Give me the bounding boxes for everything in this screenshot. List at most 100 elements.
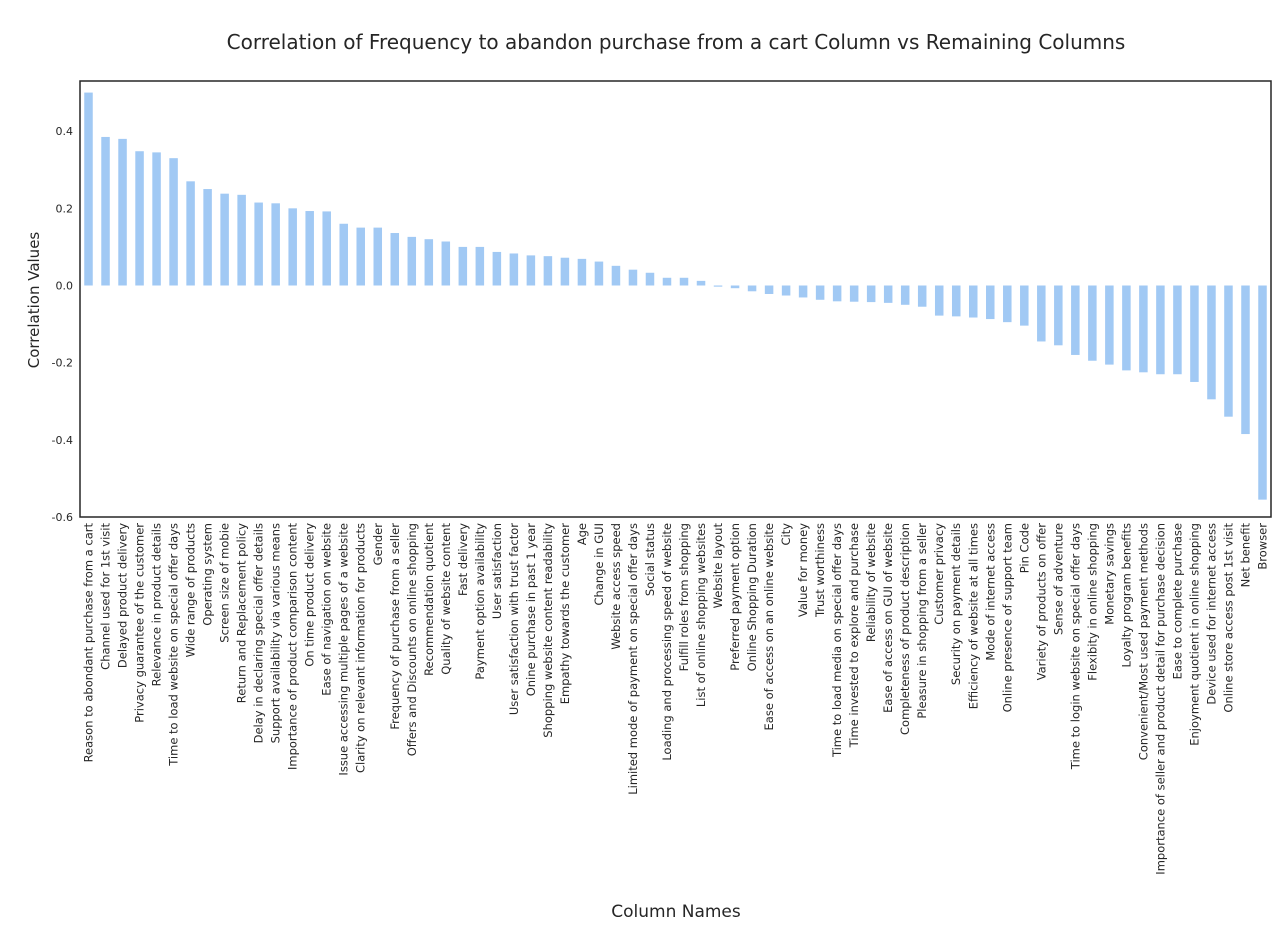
bar bbox=[747, 285, 757, 292]
y-tick-label: -0.6 bbox=[52, 511, 73, 524]
bar bbox=[390, 233, 400, 286]
x-tick-label: Importance of seller and product detail … bbox=[1153, 523, 1167, 875]
x-tick-labels: Reason to abondant purchase from a cart C… bbox=[82, 523, 1270, 875]
bar bbox=[1105, 285, 1114, 365]
bar bbox=[900, 285, 910, 305]
x-tick-label: Importance of product comparison content bbox=[286, 523, 300, 771]
chart-title: Correlation of Frequency to abandon purc… bbox=[226, 30, 1126, 54]
x-tick-label: List of online shopping websites bbox=[694, 523, 708, 707]
bar bbox=[543, 256, 553, 286]
bar bbox=[560, 257, 570, 286]
x-tick-label: Value for money bbox=[796, 523, 810, 617]
x-tick-label: Security on payment details bbox=[949, 523, 963, 685]
bar bbox=[679, 277, 689, 286]
bar bbox=[339, 223, 348, 286]
x-tick-label: Pin Code bbox=[1017, 523, 1031, 573]
x-tick-label: Online Shopping Duration bbox=[745, 523, 759, 671]
x-tick-label: Loyalty program benefits bbox=[1119, 523, 1133, 668]
x-tick-label: Time to load media on special offer days bbox=[830, 523, 844, 758]
x-tick-label: Frequency of purchase from a seller bbox=[388, 523, 402, 730]
y-tick-label: -0.4 bbox=[52, 434, 73, 447]
bar bbox=[713, 285, 723, 287]
bar bbox=[577, 258, 587, 286]
bar bbox=[696, 280, 706, 286]
x-tick-label: Clarity on relevant information for prod… bbox=[354, 523, 368, 773]
bar bbox=[169, 158, 178, 286]
bar bbox=[628, 269, 638, 286]
x-tick-label: Completeness of product description bbox=[898, 523, 912, 735]
x-tick-label: Privacy guarantee of the customer bbox=[133, 523, 147, 723]
x-tick-label: Reason to abondant purchase from a cart bbox=[82, 523, 96, 763]
bar bbox=[475, 246, 485, 286]
x-tick-label: City bbox=[779, 523, 793, 546]
x-tick-label: Onine purchase in past 1 year bbox=[524, 523, 538, 697]
bar bbox=[237, 194, 246, 286]
x-tick-label: Recommendation quotient bbox=[422, 523, 436, 676]
x-tick-label: Website access speed bbox=[609, 523, 623, 650]
bar bbox=[118, 138, 127, 286]
x-tick-label: Change in GUI bbox=[592, 523, 606, 606]
bar bbox=[220, 193, 229, 286]
bar bbox=[781, 285, 791, 296]
x-tick-label: Variety of products on offer bbox=[1034, 523, 1048, 681]
y-tick-label: 0.0 bbox=[56, 280, 74, 293]
x-tick-label: Payment option availability bbox=[473, 523, 487, 680]
x-tick-label: Net benefit bbox=[1238, 523, 1252, 588]
y-tick-label: 0.4 bbox=[56, 125, 74, 138]
bar bbox=[356, 227, 365, 286]
x-tick-label: Empathy towards the customer bbox=[558, 523, 572, 704]
bar bbox=[492, 251, 502, 286]
bar bbox=[1190, 285, 1199, 382]
bar bbox=[1207, 285, 1216, 400]
y-tick-labels: -0.6 -0.4 -0.2 0.0 0.2 0.4 bbox=[52, 125, 73, 524]
y-tick-label: 0.2 bbox=[56, 202, 74, 215]
bar bbox=[373, 227, 383, 286]
bar bbox=[1241, 285, 1250, 435]
bar bbox=[986, 285, 995, 320]
bar bbox=[1156, 285, 1165, 375]
bar bbox=[815, 285, 825, 300]
x-tick-label: Wide range of products bbox=[184, 523, 198, 657]
bar bbox=[1258, 285, 1267, 500]
y-tick-label: -0.2 bbox=[52, 357, 73, 370]
x-tick-label: Flexibity in online shopping bbox=[1085, 523, 1099, 681]
x-tick-label: Mode of internet access bbox=[983, 523, 997, 661]
bar bbox=[594, 261, 604, 286]
bar bbox=[798, 285, 808, 298]
x-tick-label: Time to load website on special offer da… bbox=[167, 523, 181, 767]
bar bbox=[254, 202, 263, 286]
x-tick-label: Social status bbox=[643, 523, 657, 596]
plot-frame bbox=[79, 80, 1272, 518]
bar bbox=[611, 265, 621, 286]
x-tick-label: Issue accessing multiple pages of a webs… bbox=[337, 523, 351, 776]
bar bbox=[645, 272, 655, 286]
x-tick-label: Loading and processing speed of website bbox=[660, 523, 674, 761]
bar bbox=[101, 136, 110, 286]
bar bbox=[1071, 285, 1080, 355]
bar bbox=[1173, 285, 1182, 375]
bar bbox=[730, 285, 740, 289]
x-tick-label: Reliability of website bbox=[864, 523, 878, 642]
bar bbox=[407, 236, 417, 286]
bar bbox=[186, 181, 195, 286]
bar bbox=[305, 211, 314, 286]
bar bbox=[458, 246, 468, 286]
x-tick-label: Ease of access on GUI of website bbox=[881, 523, 895, 713]
x-tick-label: Delayed product delivery bbox=[116, 523, 130, 668]
x-tick-label: Customer privacy bbox=[932, 523, 946, 625]
bar bbox=[1020, 285, 1029, 326]
bar bbox=[441, 241, 451, 286]
x-tick-label: Convenient/Most used payment methods bbox=[1136, 523, 1150, 760]
x-tick-label: Sense of adventure bbox=[1051, 523, 1065, 635]
x-tick-label: User satisfaction with trust factor bbox=[507, 523, 521, 715]
x-tick-label: Online presence of support team bbox=[1000, 523, 1014, 712]
x-tick-label: Delay in declaring special offer details bbox=[252, 523, 266, 743]
x-tick-label: Preferred payment option bbox=[728, 523, 742, 671]
x-tick-label: Trust worthiness bbox=[813, 523, 827, 618]
bar bbox=[509, 253, 519, 286]
bar bbox=[849, 285, 859, 302]
x-tick-label: Pleasure in shopping from a seller bbox=[915, 523, 929, 719]
x-tick-label: Offers and Discounts on online shopping bbox=[405, 523, 419, 756]
x-tick-label: Quality of website content bbox=[439, 523, 453, 675]
